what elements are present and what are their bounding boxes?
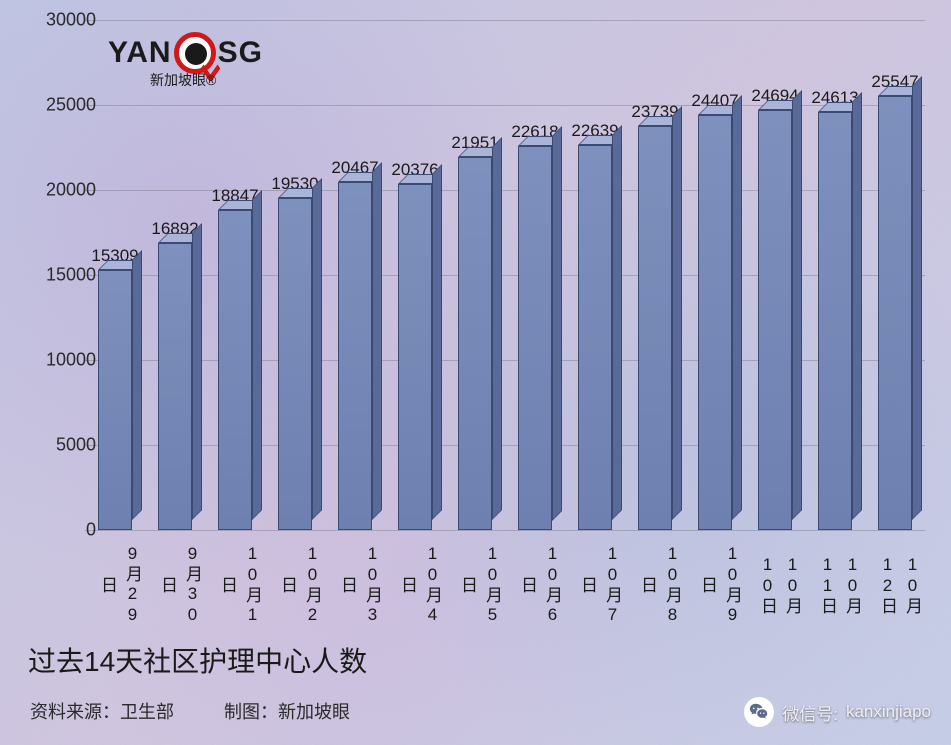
logo-subtitle: 新加坡眼® xyxy=(150,70,216,90)
bar-front-face xyxy=(218,210,252,530)
x-tick-label: 9月29日 xyxy=(85,540,145,630)
chart-footer: 资料来源：卫生部 制图：新加坡眼 xyxy=(30,698,350,724)
bar-side-face xyxy=(372,162,382,520)
wechat-watermark: 微信号: kanxinjiapo xyxy=(744,697,931,727)
bar xyxy=(638,126,672,530)
wechat-prefix: 微信号: xyxy=(782,700,838,725)
bar xyxy=(818,112,852,530)
x-tick-label: 10月5日 xyxy=(445,540,505,630)
bar-front-face xyxy=(518,146,552,531)
bar-side-face xyxy=(252,190,262,520)
bar-front-face xyxy=(818,112,852,530)
bar xyxy=(158,243,192,530)
y-tick-label: 30000 xyxy=(36,10,96,31)
x-tick-label: 10月9日 xyxy=(685,540,745,630)
bar-slot: 16892 xyxy=(145,219,205,530)
source-info: 资料来源：卫生部 xyxy=(30,698,174,724)
bar-slot: 20376 xyxy=(385,160,445,530)
bar-front-face xyxy=(758,110,792,530)
wechat-icon xyxy=(744,697,774,727)
bar-slot: 19530 xyxy=(265,174,325,530)
y-tick-label: 20000 xyxy=(36,180,96,201)
bar-slot: 20467 xyxy=(325,158,385,530)
bar xyxy=(698,115,732,530)
bar-slot: 24407 xyxy=(685,91,745,530)
bar-front-face xyxy=(458,157,492,530)
bar-side-face xyxy=(672,106,682,520)
maker-info: 制图：新加坡眼 xyxy=(224,698,350,724)
maker-value: 新加坡眼 xyxy=(278,702,350,722)
x-tick-label: 10月8日 xyxy=(625,540,685,630)
y-tick-label: 10000 xyxy=(36,350,96,371)
bar xyxy=(98,270,132,530)
bar xyxy=(458,157,492,530)
bar xyxy=(578,145,612,530)
bar-side-face xyxy=(552,126,562,521)
bar-slot: 22639 xyxy=(565,121,625,530)
bar-front-face xyxy=(338,182,372,530)
x-axis-labels: 9月29日9月30日10月1日10月2日10月3日10月4日10月5日10月6日… xyxy=(85,540,925,630)
bar-slot: 15309 xyxy=(85,246,145,530)
bar xyxy=(278,198,312,530)
logo: YAN SG xyxy=(108,32,263,74)
bar-front-face xyxy=(98,270,132,530)
bar-series: 1530916892188471953020467203762195122618… xyxy=(85,20,925,530)
bar xyxy=(218,210,252,530)
bar xyxy=(518,146,552,531)
y-tick-label: 25000 xyxy=(36,95,96,116)
source-prefix: 资料来源： xyxy=(30,702,120,722)
bar xyxy=(758,110,792,530)
source-value: 卫生部 xyxy=(120,702,174,722)
bar-slot: 24694 xyxy=(745,86,805,530)
maker-prefix: 制图： xyxy=(224,702,278,722)
x-tick-label: 9月30日 xyxy=(145,540,205,630)
x-tick-label: 10月4日 xyxy=(385,540,445,630)
chart-title: 过去14天社区护理中心人数 xyxy=(28,640,367,680)
x-tick-label: 10月1日 xyxy=(205,540,265,630)
logo-magnifier-icon xyxy=(174,32,216,74)
bar xyxy=(398,184,432,530)
bar-side-face xyxy=(852,92,862,520)
bar xyxy=(338,182,372,530)
logo-text-right: SG xyxy=(218,36,263,70)
bar-side-face xyxy=(492,137,502,520)
x-tick-label: 10月6日 xyxy=(505,540,565,630)
bar xyxy=(878,96,912,530)
bar-front-face xyxy=(158,243,192,530)
bar-side-face xyxy=(732,95,742,520)
wechat-id: kanxinjiapo xyxy=(846,702,931,722)
bar-slot: 21951 xyxy=(445,133,505,530)
x-tick-label: 10月2日 xyxy=(265,540,325,630)
bar-slot: 24613 xyxy=(805,88,865,530)
bar-side-face xyxy=(792,90,802,520)
bar-front-face xyxy=(698,115,732,530)
bar-slot: 18847 xyxy=(205,186,265,530)
bar-slot: 23739 xyxy=(625,102,685,530)
bar-side-face xyxy=(612,125,622,520)
bar-front-face xyxy=(878,96,912,530)
bar-side-face xyxy=(192,223,202,520)
bar-slot: 25547 xyxy=(865,72,925,530)
x-tick-label: 10月3日 xyxy=(325,540,385,630)
x-tick-label: 10月7日 xyxy=(565,540,625,630)
x-tick-label: 10月12日 xyxy=(865,540,925,630)
bar-front-face xyxy=(398,184,432,530)
y-tick-label: 0 xyxy=(36,520,96,541)
y-tick-label: 15000 xyxy=(36,265,96,286)
bar-side-face xyxy=(312,178,322,520)
bar-front-face xyxy=(578,145,612,530)
bar-slot: 22618 xyxy=(505,122,565,531)
y-tick-label: 5000 xyxy=(36,435,96,456)
x-tick-label: 10月10日 xyxy=(745,540,805,630)
bar-front-face xyxy=(638,126,672,530)
gridline xyxy=(85,530,925,531)
bar-side-face xyxy=(132,250,142,520)
bar-front-face xyxy=(278,198,312,530)
logo-text-left: YAN xyxy=(108,36,172,70)
bar-side-face xyxy=(912,76,922,520)
x-tick-label: 10月11日 xyxy=(805,540,865,630)
bar-side-face xyxy=(432,164,442,520)
